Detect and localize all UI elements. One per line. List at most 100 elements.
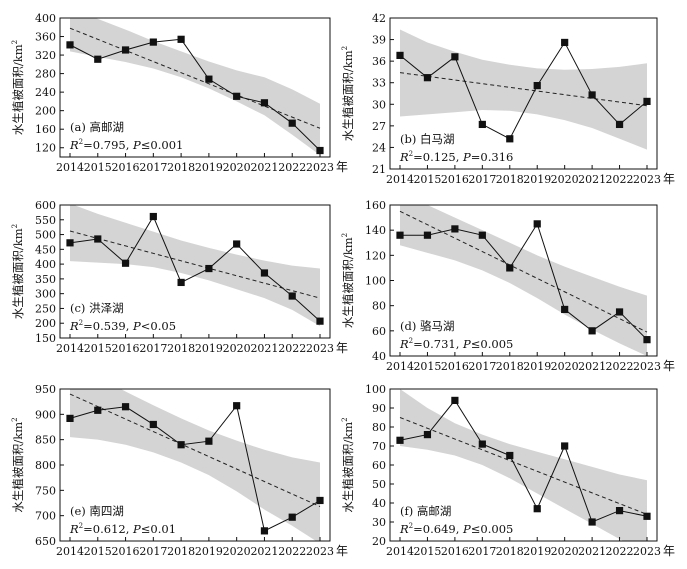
x-tick-label: 2017 [139, 161, 167, 174]
stats-annotation: R2=0.125, P=0.316 [399, 150, 513, 164]
data-point [615, 507, 624, 515]
stat-p-value: ≤0.01 [141, 522, 176, 536]
y-tick-label: 80 [372, 300, 386, 313]
panel-label: (a) 高邮湖 [70, 120, 124, 134]
stat-r2-value: =0.795, [83, 138, 133, 152]
confidence-band [400, 29, 647, 150]
x-tick-label: 2014 [56, 161, 84, 174]
data-point [451, 225, 459, 233]
x-tick-label: 2021 [250, 161, 278, 174]
x-tick-label: 2016 [441, 545, 469, 558]
x-tick-label: 2022 [278, 161, 306, 174]
y-tick-label: 300 [35, 288, 56, 301]
stat-r-symbol: R [69, 319, 79, 333]
stat-r-sup: 2 [409, 337, 413, 345]
x-tick-label: 2015 [413, 173, 441, 186]
y-tick-label: 320 [35, 49, 56, 62]
y-tick-label: 36 [372, 55, 386, 68]
y-tick-label: 800 [35, 459, 56, 472]
data-point [451, 53, 459, 61]
x-tick-label: 2022 [606, 545, 634, 558]
x-tick-label: 2019 [195, 161, 223, 174]
y-tick-label: 60 [372, 459, 386, 472]
plot-frame [59, 204, 331, 339]
x-tick-label: 2015 [84, 342, 112, 355]
y-axis-label: 水生植被面积/km2 [341, 417, 355, 512]
data-point [260, 99, 269, 107]
x-tick-label: 2015 [413, 545, 441, 558]
data-point [149, 38, 157, 46]
data-point [149, 420, 157, 429]
y-axis-label: 水生植被面积/km2 [341, 46, 355, 141]
data-point [233, 240, 241, 248]
x-tick-label: 2017 [468, 173, 496, 186]
x-tick-label: 2022 [606, 360, 634, 373]
y-tick-label: 160 [365, 199, 386, 212]
x-tick-label: 2018 [496, 545, 524, 558]
x-tick-label: 2019 [523, 360, 551, 373]
y-axis-label-sup: 2 [11, 224, 19, 228]
data-point [205, 75, 213, 83]
y-tick-label: 450 [35, 243, 56, 256]
stat-p-symbol: P [132, 138, 141, 152]
stats-annotation: R2=0.731, P≤0.005 [399, 337, 513, 351]
x-tick-label: 2021 [578, 360, 606, 373]
data-point [615, 120, 624, 129]
stat-r-sup: 2 [79, 522, 83, 530]
x-tick-label: 2016 [112, 342, 140, 355]
stat-r-sup: 2 [409, 522, 413, 530]
data-point [423, 431, 432, 439]
data-point [260, 527, 269, 535]
panel-label: (e) 南四湖 [70, 504, 124, 518]
y-tick-label: 120 [35, 142, 56, 155]
x-tick-label: 2015 [413, 360, 441, 373]
y-tick-label: 70 [372, 440, 386, 453]
stats-annotation: R2=0.612, P≤0.01 [69, 522, 176, 536]
stat-r2-value: =0.649, [413, 522, 463, 536]
chart-panel-b: 21 24 27 30 33 36 39 42 2014 2015 2016 2017 2018 2019… [341, 12, 675, 186]
panel-label: (f) 高邮湖 [400, 504, 451, 518]
y-tick-label: 200 [35, 105, 56, 118]
x-axis-unit: 年 [336, 341, 348, 355]
y-axis-label: 水生植被面积/km2 [11, 417, 25, 512]
y-tick-label: 160 [35, 123, 56, 136]
y-tick-label: 80 [372, 421, 386, 434]
y-tick-label: 42 [372, 12, 386, 25]
x-tick-label: 2020 [551, 173, 579, 186]
stat-r2-value: =0.612, [83, 522, 133, 536]
x-tick-label: 2019 [523, 545, 551, 558]
x-tick-label: 2017 [468, 360, 496, 373]
y-tick-label: 30 [372, 516, 386, 529]
confidence-band [70, 389, 320, 541]
x-tick-label: 2020 [551, 360, 579, 373]
data-point [506, 135, 514, 143]
panel-label: (c) 洪泽湖 [70, 301, 124, 315]
panel-label: (d) 骆马湖 [400, 319, 455, 333]
y-axis-label-sup: 2 [341, 417, 349, 421]
stats-annotation: R2=0.795, P≤0.001 [69, 138, 183, 152]
y-tick-label: 24 [372, 141, 386, 154]
y-tick-label: 40 [372, 497, 386, 510]
y-tick-label: 500 [35, 229, 56, 242]
x-tick-label: 2019 [195, 342, 223, 355]
series-line [400, 222, 648, 340]
x-tick-label: 2018 [167, 545, 195, 558]
x-axis-unit: 年 [663, 359, 675, 373]
confidence-band [400, 205, 647, 356]
x-tick-label: 2023 [306, 161, 334, 174]
y-tick-label: 400 [35, 258, 56, 271]
stats-annotation: R2=0.539, P<0.05 [69, 319, 176, 333]
stat-p-value: <0.05 [141, 319, 176, 333]
data-point [121, 259, 130, 267]
y-axis-label: 水生植被面积/km2 [11, 40, 25, 135]
stat-r2-value: =0.539, [83, 319, 133, 333]
trend-line [399, 417, 648, 515]
y-axis-label: 水生植被面积/km2 [341, 233, 355, 328]
stat-p-value: =0.316 [471, 150, 514, 164]
y-axis-label: 水生植被面积/km2 [11, 224, 25, 319]
data-point [396, 231, 404, 239]
plot-frame [59, 17, 331, 158]
data-point [121, 403, 130, 411]
stat-r-symbol: R [69, 522, 79, 536]
